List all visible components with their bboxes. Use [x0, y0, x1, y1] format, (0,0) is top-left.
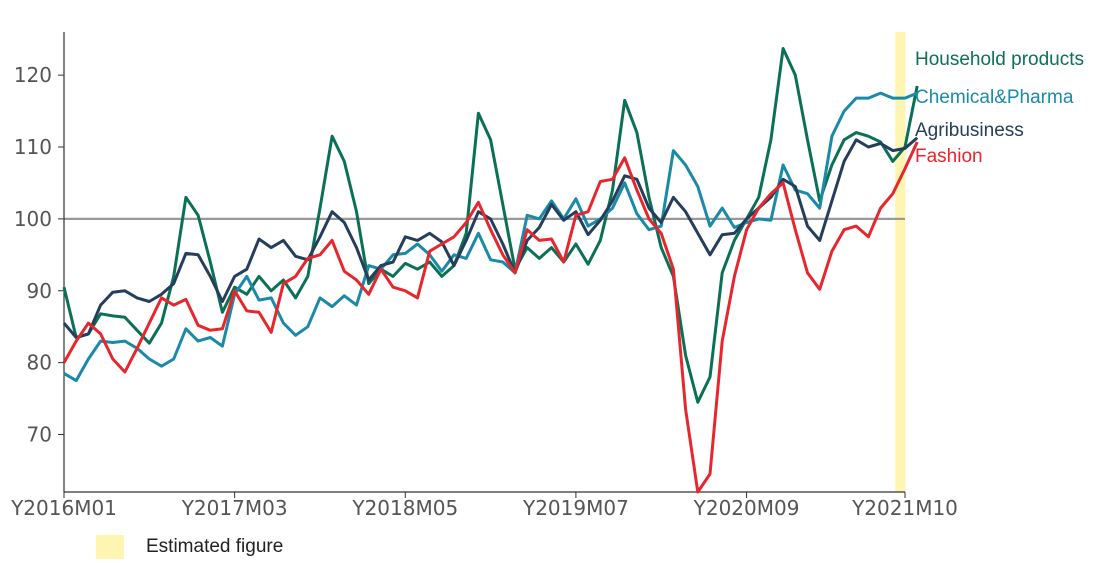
series-label-household-products: Household products — [915, 49, 1084, 70]
x-tick-label: Y2017M03 — [181, 496, 288, 520]
legend-label-estimated: Estimated figure — [146, 536, 284, 557]
series-line-fashion — [62, 141, 919, 494]
estimate-band — [895, 32, 906, 492]
x-tick-label: Y2021M10 — [851, 496, 958, 520]
line-chart: 70 80 90 100 110 120 Y2016M01 Y2017M03 Y2018M05… — [10, 32, 1084, 520]
x-tick-label: Y2020M09 — [693, 496, 800, 520]
series-lines — [62, 47, 919, 494]
y-axis-ticks: 70 80 90 100 110 120 — [14, 63, 64, 447]
series-label-chemical-pharma: Chemical&Pharma — [915, 87, 1074, 108]
y-tick-label: 70 — [27, 423, 52, 447]
y-tick-label: 100 — [14, 207, 52, 231]
series-line-chemical-pharma — [63, 91, 918, 383]
y-tick-label: 80 — [27, 351, 52, 375]
x-axis-ticks: Y2016M01 Y2017M03 Y2018M05 Y2019M07 Y2020M09… — [10, 492, 958, 520]
y-tick-label: 120 — [14, 63, 52, 87]
series-label-agribusiness: Agribusiness — [915, 120, 1024, 141]
series-labels: Household products Chemical&Pharma Agribus… — [915, 49, 1084, 167]
x-tick-label: Y2018M05 — [351, 496, 458, 520]
estimated-band-rect — [895, 32, 906, 492]
legend-swatch-estimated — [96, 535, 124, 559]
y-tick-label: 90 — [27, 279, 52, 303]
series-label-fashion: Fashion — [915, 146, 983, 167]
x-tick-label: Y2019M07 — [522, 496, 629, 520]
x-tick-label: Y2016M01 — [10, 496, 117, 520]
axes — [63, 32, 905, 493]
y-tick-label: 110 — [14, 135, 52, 159]
series-line-agribusiness — [62, 136, 919, 339]
legend: Estimated figure — [96, 535, 283, 559]
series-line-household-products — [62, 47, 919, 404]
